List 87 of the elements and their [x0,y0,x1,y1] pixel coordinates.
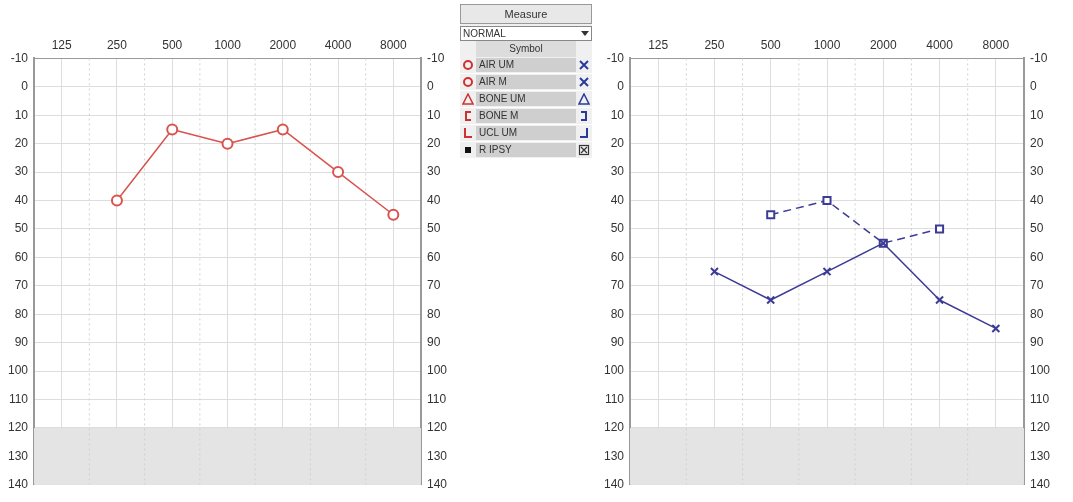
y-tick-label: 10 [14,107,29,122]
y2-tick-label: 60 [1029,249,1044,264]
y2-tick-label: 100 [426,363,448,378]
y2-tick-label: 90 [1029,334,1044,349]
x-tick-label: 500 [760,37,782,52]
y-tick-label: 90 [14,334,29,349]
y-tick-label: 110 [604,391,625,406]
y-tick-label: 40 [610,192,625,207]
y2-tick-label: 40 [426,192,441,207]
y-tick-label: 70 [610,278,625,293]
text: NORMAL [463,28,506,39]
y-tick-label: 0 [617,79,625,94]
y2-tick-label: 70 [426,278,441,293]
text: Measure [460,4,592,24]
y2-tick-label: 80 [1029,306,1044,321]
x-tick-label: 8000 [982,37,1010,52]
text: AIR M [476,75,576,89]
text: UCL UM [476,126,576,140]
y2-tick-label: 120 [1029,420,1051,435]
y-tick-label: 60 [610,249,625,264]
x-tick-label: 8000 [379,37,408,52]
y-tick-label: 140 [603,477,625,492]
y2-tick-label: 0 [1029,79,1037,94]
legend-title: Symbol [476,41,576,57]
text: BONE M [476,109,576,123]
y-tick-label: 80 [14,306,29,321]
x-tick-label: 2000 [869,37,897,52]
y2-tick-label: 20 [426,135,441,150]
y-tick-label: 40 [14,192,29,207]
y-tick-label: 70 [14,278,29,293]
y2-tick-label: 110 [1029,391,1050,406]
y-tick-label: 110 [8,391,29,406]
x-tick-label: 125 [648,37,669,52]
x-tick-label: 4000 [926,37,954,52]
y-tick-label: 130 [7,448,29,463]
x-tick-label: 125 [51,37,72,52]
y2-tick-label: -10 [426,50,445,65]
y2-tick-label: -10 [1029,50,1048,65]
x-tick-label: 1000 [813,37,841,52]
y-tick-label: -10 [10,50,29,65]
y2-tick-label: 30 [426,164,441,179]
y2-tick-label: 120 [426,420,448,435]
y-tick-label: 140 [7,477,29,492]
text: BONE UM [476,92,576,106]
y-tick-label: 10 [610,107,625,122]
y2-tick-label: 10 [426,107,441,122]
text: R IPSY [476,143,576,157]
y2-tick-label: 10 [1029,107,1044,122]
y-tick-label: 120 [7,420,29,435]
y-tick-label: 100 [603,363,625,378]
x-tick-label: 2000 [269,37,297,52]
x-tick-label: 500 [162,37,183,52]
y-tick-label: 0 [21,79,29,94]
y2-tick-label: 140 [1029,477,1051,492]
y2-tick-label: 30 [1029,164,1044,179]
y-tick-label: 50 [610,221,625,236]
y2-tick-label: 110 [426,391,447,406]
y-tick-label: 80 [610,306,625,321]
x-tick-label: 4000 [324,37,352,52]
y2-tick-label: 50 [426,221,441,236]
y2-tick-label: 0 [426,79,434,94]
y-tick-label: 130 [603,448,625,463]
y-tick-label: 20 [14,135,29,150]
y2-tick-label: 50 [1029,221,1044,236]
y2-tick-label: 100 [1029,363,1051,378]
y-tick-label: 120 [603,420,625,435]
y-tick-label: 60 [14,249,29,264]
x-tick-label: 250 [106,37,128,52]
y2-tick-label: 130 [426,448,448,463]
y-tick-label: 30 [610,164,625,179]
y2-tick-label: 80 [426,306,441,321]
y2-tick-label: 60 [426,249,441,264]
y2-tick-label: 70 [1029,278,1044,293]
y-tick-label: -10 [606,50,625,65]
y2-tick-label: 40 [1029,192,1044,207]
y2-tick-label: 130 [1029,448,1051,463]
y2-tick-label: 140 [426,477,448,492]
y2-tick-label: 20 [1029,135,1044,150]
y-tick-label: 50 [14,221,29,236]
y2-tick-label: 90 [426,334,441,349]
x-tick-label: 1000 [214,37,242,52]
y-tick-label: 20 [610,135,625,150]
x-tick-label: 250 [704,37,725,52]
y-tick-label: 100 [7,363,29,378]
text: AIR UM [476,58,576,72]
y-tick-label: 30 [14,164,29,179]
y-tick-label: 90 [610,334,625,349]
